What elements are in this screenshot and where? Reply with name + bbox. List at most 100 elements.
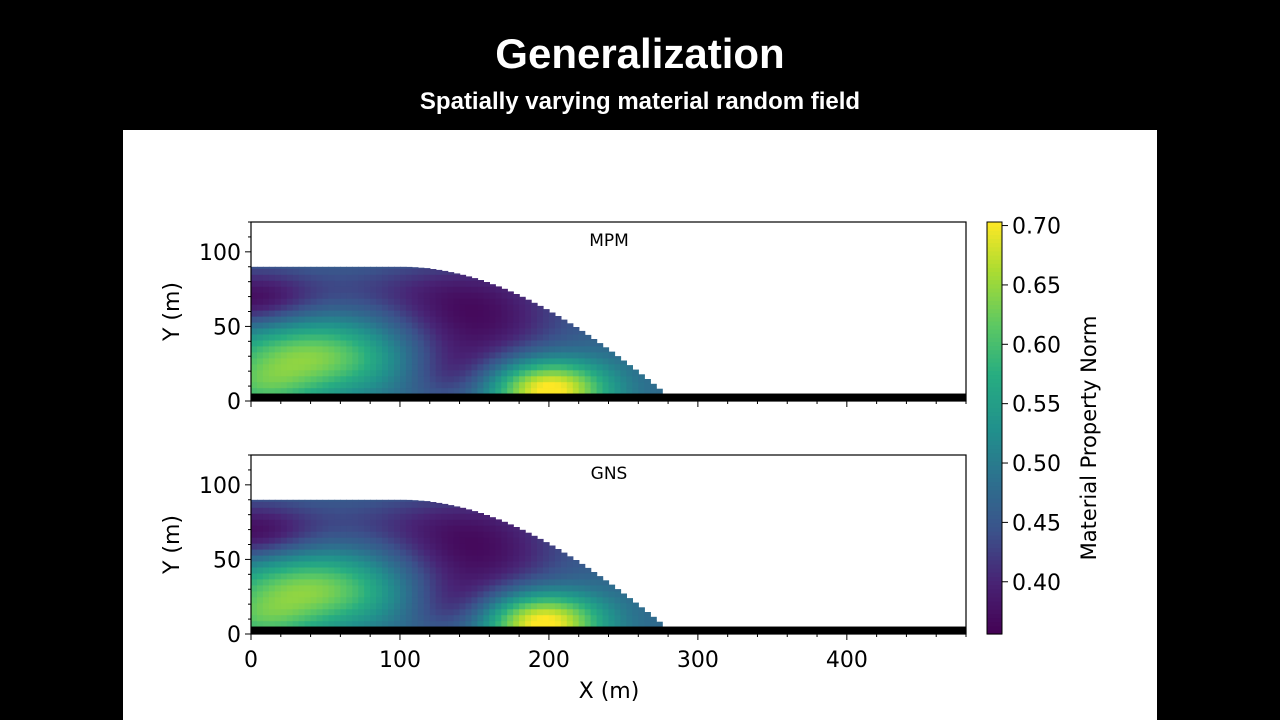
field-cell <box>352 513 359 520</box>
field-cell <box>274 316 282 323</box>
field-cell <box>531 596 538 604</box>
field-cell <box>429 321 437 329</box>
field-cell <box>471 280 479 287</box>
field-cell <box>608 381 616 389</box>
field-cell <box>346 310 353 317</box>
field-cell <box>465 276 473 281</box>
field-cell <box>411 333 419 341</box>
field-cell <box>370 596 377 604</box>
field-cell <box>352 363 359 371</box>
field-cell <box>602 381 610 389</box>
field-cell <box>620 363 627 371</box>
field-cell <box>507 524 514 526</box>
field-cell <box>316 531 324 538</box>
field-cell <box>543 620 550 628</box>
field-cell <box>489 614 496 622</box>
field-cell <box>298 566 306 574</box>
field-cell <box>531 387 538 395</box>
field-cell <box>286 369 294 377</box>
field-cell <box>435 572 443 580</box>
field-cell <box>614 590 622 598</box>
field-cell <box>483 531 490 538</box>
field-cell <box>507 321 514 329</box>
field-cell <box>417 292 425 299</box>
field-cell <box>429 620 437 628</box>
field-cell <box>548 614 556 622</box>
field-cell <box>477 369 484 377</box>
field-cell <box>471 602 479 610</box>
field-cell <box>346 375 353 383</box>
field-cell <box>471 620 479 628</box>
field-cell <box>405 560 413 568</box>
field-cell <box>251 268 258 275</box>
field-cell <box>280 351 288 359</box>
field-cell <box>358 339 365 347</box>
colorbar-segment <box>987 333 1002 338</box>
field-cell <box>525 590 532 598</box>
field-cell <box>411 572 419 580</box>
colorbar-segment <box>987 481 1002 487</box>
field-cell <box>334 266 341 269</box>
colorbar-segment <box>987 419 1002 425</box>
field-cell <box>525 614 532 622</box>
field-cell <box>328 513 336 520</box>
field-cell <box>262 560 270 568</box>
field-cell <box>394 298 401 305</box>
field-cell <box>543 333 550 341</box>
field-cell <box>459 345 467 353</box>
field-cell <box>394 554 401 562</box>
field-cell <box>447 316 455 323</box>
field-cell <box>286 537 294 544</box>
field-cell <box>316 268 324 275</box>
field-cell <box>352 499 359 502</box>
field-cell <box>334 363 341 371</box>
field-cell <box>286 316 294 323</box>
field-cell <box>435 590 443 598</box>
field-cell <box>340 298 347 305</box>
field-cell <box>471 357 479 365</box>
field-cell <box>310 549 318 556</box>
field-cell <box>531 566 538 574</box>
field-cell <box>513 327 520 335</box>
field-cell <box>376 537 383 544</box>
colorbar-segment <box>987 514 1002 520</box>
field-cell <box>477 537 484 544</box>
field-cell <box>495 316 502 323</box>
field-cell <box>268 316 276 323</box>
field-cell <box>310 327 318 335</box>
field-cell <box>382 292 389 299</box>
field-cell <box>257 507 264 514</box>
field-cell <box>560 369 568 377</box>
field-cell <box>358 298 365 305</box>
field-cell <box>394 345 401 353</box>
field-cell <box>531 375 538 383</box>
field-cell <box>548 351 556 359</box>
field-cell <box>411 500 419 502</box>
colorbar-segment <box>987 609 1002 614</box>
field-cell <box>560 614 568 622</box>
field-cell <box>572 375 580 383</box>
field-cell <box>364 549 371 556</box>
field-cell <box>507 298 514 305</box>
field-cell <box>554 316 562 323</box>
field-cell <box>650 620 657 628</box>
field-cell <box>322 286 330 293</box>
field-cell <box>537 381 544 389</box>
field-cell <box>334 286 341 293</box>
field-cell <box>262 381 270 389</box>
field-cell <box>507 584 514 592</box>
field-cell <box>531 535 538 538</box>
field-cell <box>274 363 282 371</box>
field-cell <box>322 602 330 610</box>
field-cell <box>388 596 395 604</box>
field-cell <box>548 387 556 395</box>
field-cell <box>566 556 574 562</box>
field-cell <box>280 501 288 508</box>
field-cell <box>447 381 455 389</box>
field-cell <box>376 333 383 341</box>
field-cell <box>328 280 336 287</box>
field-cell <box>376 525 383 532</box>
field-cell <box>322 560 330 568</box>
field-cell <box>626 608 633 616</box>
field-cell <box>459 286 467 293</box>
